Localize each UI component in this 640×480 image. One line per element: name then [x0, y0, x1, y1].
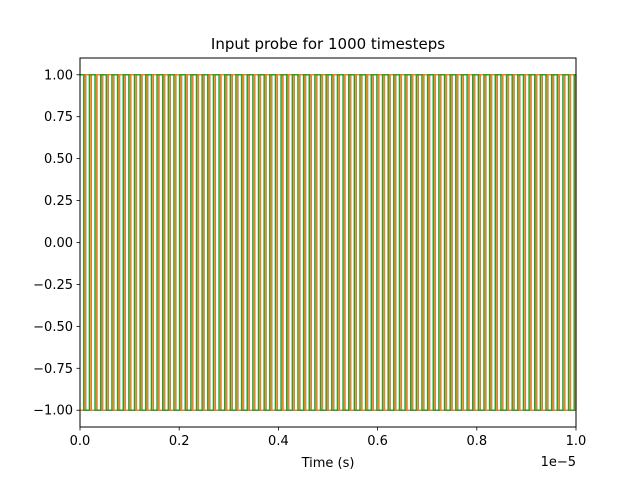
y-tick-label: 0.75	[44, 110, 73, 125]
x-tick-label: 0.2	[169, 434, 190, 449]
y-tick-label: 0.50	[44, 152, 73, 167]
y-tick-label: −1.00	[33, 404, 73, 419]
y-tick-label: 1.00	[44, 68, 73, 83]
series-line-3	[80, 74, 576, 411]
series-layer	[80, 74, 577, 411]
axes-layer: −1.00−0.75−0.50−0.250.000.250.500.751.00…	[33, 68, 586, 449]
y-tick-label: −0.75	[33, 362, 73, 377]
x-tick-label: 0.4	[268, 434, 289, 449]
x-tick-label: 1.0	[566, 434, 587, 449]
x-offset-label: 1e−5	[541, 455, 576, 470]
x-tick-label: 0.8	[466, 434, 487, 449]
y-tick-label: −0.50	[33, 320, 73, 335]
series-line-2	[80, 74, 577, 411]
y-tick-label: 0.00	[44, 236, 73, 251]
x-tick-label: 0.6	[367, 434, 388, 449]
y-tick-label: 0.25	[44, 194, 73, 209]
y-tick-label: −0.25	[33, 278, 73, 293]
plot-frame	[79, 57, 577, 428]
x-axis-label: Time (s)	[301, 456, 355, 471]
chart-title: Input probe for 1000 timesteps	[211, 35, 445, 53]
x-tick-label: 0.0	[70, 434, 91, 449]
